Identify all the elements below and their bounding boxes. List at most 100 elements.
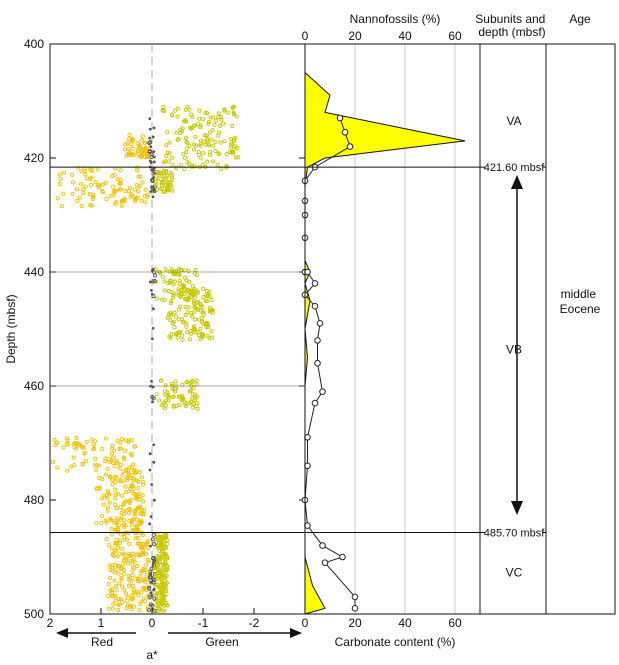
astar-point	[150, 395, 155, 400]
astar-point	[114, 567, 119, 572]
carbonate-point	[311, 280, 319, 287]
astar-point	[140, 138, 145, 143]
astar-point-zero	[149, 515, 153, 518]
carbonate-tick-label: 20	[348, 616, 362, 630]
carbonate-point	[351, 605, 359, 612]
astar-point	[127, 465, 132, 470]
astar-point	[189, 310, 194, 316]
astar-point	[168, 278, 173, 283]
astar-point	[139, 599, 144, 604]
astar-point	[138, 541, 143, 546]
astar-point	[154, 392, 159, 397]
astar-point	[161, 109, 167, 114]
astar-point	[110, 477, 115, 482]
astar-point	[58, 176, 63, 181]
astar-point	[182, 166, 187, 172]
astar-point	[187, 143, 192, 148]
astar-point	[177, 278, 182, 283]
astar-point	[168, 317, 173, 323]
astar-point	[155, 177, 160, 182]
boundary-label: 485.70 mbsf	[484, 527, 545, 539]
astar-point	[198, 143, 203, 148]
astar-point	[175, 114, 180, 119]
astar-point	[76, 441, 81, 446]
astar-point	[191, 147, 196, 152]
astar-point	[149, 152, 154, 157]
astar-point	[231, 104, 236, 109]
carbonate-tick-label: 0	[302, 616, 309, 630]
astar-point-zero	[149, 544, 152, 548]
astar-point	[160, 566, 165, 571]
astar-point	[87, 192, 92, 197]
astar-point	[199, 303, 204, 308]
astar-point	[92, 463, 97, 468]
astar-point-zero	[149, 145, 153, 149]
astar-point	[122, 587, 127, 592]
astar-point	[211, 115, 216, 120]
astar-point	[141, 545, 146, 550]
astar-point	[65, 441, 70, 446]
astar-point	[121, 558, 126, 563]
carbonate-axis-title: Carbonate content (%)	[335, 635, 456, 649]
astar-point	[128, 558, 133, 563]
astar-point	[181, 396, 186, 401]
astar-point	[123, 448, 128, 453]
astar-point	[196, 121, 201, 126]
astar-point	[218, 140, 223, 145]
astar-point	[118, 597, 123, 602]
astar-point-zero	[152, 155, 156, 159]
astar-point	[130, 484, 136, 489]
astar-point	[126, 583, 131, 588]
astar-point	[175, 106, 180, 111]
astar-point	[190, 396, 195, 401]
astar-point	[173, 314, 179, 319]
astar-point	[222, 108, 227, 113]
astar-point	[162, 190, 167, 195]
astar-point	[174, 332, 179, 337]
astar-point	[122, 198, 127, 203]
astar-point	[110, 174, 115, 179]
carbonate-point	[311, 399, 319, 407]
astar-point	[208, 130, 213, 135]
astar-point-zero	[150, 379, 153, 383]
astar-point	[180, 382, 185, 387]
astar-point	[159, 186, 165, 191]
astar-point	[159, 403, 164, 408]
subunits-header-line-2: depth (mbsf)	[478, 25, 545, 39]
astar-point	[170, 188, 175, 193]
red-label: Red	[91, 635, 113, 649]
astar-point	[232, 112, 237, 117]
astar-point	[74, 187, 80, 192]
astar-point	[108, 575, 113, 581]
astar-point	[162, 594, 167, 599]
astar-point	[122, 530, 127, 536]
astar-point	[164, 153, 169, 158]
astar-point	[169, 289, 174, 294]
astar-point	[69, 464, 74, 469]
astar-point	[200, 117, 206, 122]
astar-point	[126, 469, 131, 474]
astar-point	[132, 514, 137, 519]
astar-point-zero	[153, 189, 156, 192]
astar-point	[168, 310, 173, 315]
astar-point	[116, 491, 121, 496]
age-label: middle Eocene	[560, 287, 601, 316]
astar-point-zero	[149, 573, 153, 577]
astar-point	[162, 538, 167, 543]
astar-point	[105, 489, 111, 494]
astar-point	[169, 381, 174, 386]
astar-point	[93, 456, 98, 461]
astar-point	[157, 555, 162, 560]
astar-point	[112, 553, 117, 559]
astar-point	[210, 159, 216, 164]
astar-point	[164, 173, 169, 178]
astar-point-zero	[148, 468, 152, 472]
astar-point-zero	[150, 483, 154, 486]
astar-point	[140, 180, 145, 185]
astar-point	[165, 316, 170, 321]
astar-point	[112, 448, 117, 453]
astar-point	[169, 155, 174, 160]
astar-point	[154, 296, 159, 301]
astar-point	[131, 587, 136, 592]
